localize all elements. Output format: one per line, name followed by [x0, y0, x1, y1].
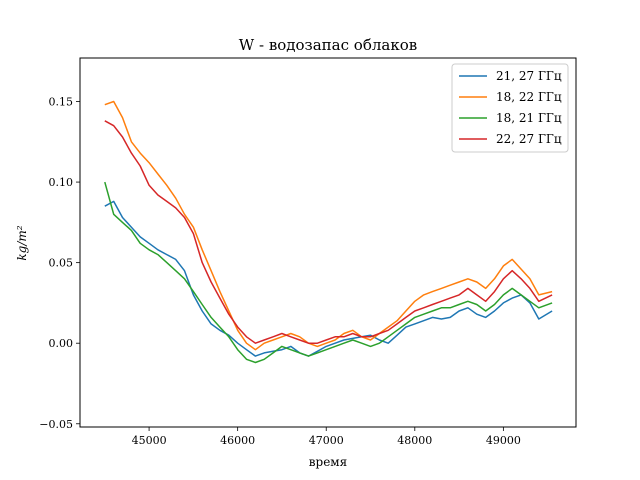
y-tick-label: 0.00	[49, 337, 74, 350]
legend-label: 18, 21 ГГц	[496, 111, 562, 125]
y-tick-label: 0.05	[49, 257, 74, 270]
y-tick-label: 0.10	[49, 176, 74, 189]
plot-frame	[79, 57, 577, 428]
series-line-4	[104, 120, 553, 344]
legend-label: 21, 27 ГГц	[496, 69, 562, 83]
x-axis-label: время	[309, 455, 347, 469]
x-axis: 45000 46000 47000 48000 49000	[132, 427, 521, 447]
legend-label: 18, 22 ГГц	[496, 90, 562, 104]
x-tick-label: 49000	[486, 434, 521, 447]
y-axis-label: kg/m²	[15, 225, 29, 260]
legend-box	[451, 63, 569, 153]
x-tick-label: 45000	[132, 434, 167, 447]
chart-title: W - водозапас облаков	[239, 36, 417, 54]
y-axis: 0.15 0.10 0.05 0.00 −0.05	[39, 96, 80, 431]
series-line-2	[104, 100, 553, 351]
series-line-3	[104, 181, 553, 364]
legend-label: 22, 27 ГГц	[496, 132, 562, 146]
x-tick-label: 48000	[397, 434, 432, 447]
series-line-1	[104, 200, 553, 357]
legend: 21, 27 ГГц 18, 22 ГГц 18, 21 ГГц 22, 27 ГГц	[451, 63, 569, 153]
x-tick-label: 46000	[220, 434, 255, 447]
series-layer	[104, 100, 553, 364]
y-tick-label: 0.15	[49, 96, 74, 109]
x-tick-label: 47000	[309, 434, 344, 447]
y-tick-label: −0.05	[39, 418, 73, 431]
